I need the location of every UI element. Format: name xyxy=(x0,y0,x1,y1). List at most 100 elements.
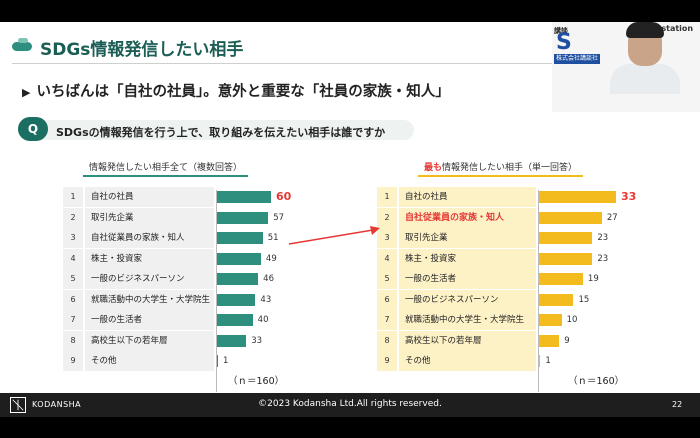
chart-row: 8 高校生以下の若年層 9 xyxy=(377,330,618,351)
category-label: 一般の生活者 xyxy=(399,269,536,289)
rank-number: 2 xyxy=(63,207,83,228)
chart-row: 7 一般の生活者 40 xyxy=(63,310,296,330)
category-label: 取引先企業 xyxy=(85,207,214,228)
chart-row: 9 その他 1 xyxy=(377,351,618,371)
data-bar xyxy=(216,232,263,244)
slide-footer: KODANSHA ©2023 Kodansha Ltd.All rights r… xyxy=(0,393,700,417)
chart-row: 1 自社の社員 60 xyxy=(63,187,296,207)
chart-row: 2 自社従業員の家族・知人 27 xyxy=(377,207,618,228)
chart-row: 2 取引先企業 57 xyxy=(63,207,296,228)
category-label: 一般のビジネスパーソン xyxy=(399,289,536,310)
rank-number: 7 xyxy=(377,310,397,330)
chart-row: 6 一般のビジネスパーソン 15 xyxy=(377,289,618,310)
chart-row: 5 一般の生活者 19 xyxy=(377,269,618,289)
page-number: 22 xyxy=(672,400,683,409)
right-chart-title: 最も情報発信したい相手（単一回答） xyxy=(418,160,584,177)
chart-row: 4 株主・投資家 49 xyxy=(63,248,296,269)
rank-number: 7 xyxy=(63,310,83,330)
data-bar xyxy=(216,211,269,224)
title-divider xyxy=(12,63,552,64)
right-chart-n: （ｎ＝160） xyxy=(568,376,625,387)
speaker-hair xyxy=(626,22,664,38)
data-bar xyxy=(538,273,583,285)
question-banner xyxy=(18,120,414,140)
data-value-label: 40 xyxy=(257,315,269,325)
category-label: 自社の社員 xyxy=(399,187,536,207)
data-value-label: 23 xyxy=(597,233,609,243)
data-bar xyxy=(216,293,256,306)
data-value-label: 1 xyxy=(545,356,551,366)
chart-row: 6 就職活動中の大学生・大学院生 43 xyxy=(63,289,296,310)
data-value-label: 51 xyxy=(267,233,279,243)
data-bar xyxy=(538,232,593,244)
rank-number: 9 xyxy=(63,351,83,371)
data-bar xyxy=(538,334,560,347)
rank-number: 9 xyxy=(377,351,397,371)
footer-brand: KODANSHA xyxy=(32,400,82,409)
comparison-arrow-icon xyxy=(288,226,380,245)
chart-row: 3 取引先企業 23 xyxy=(377,228,618,248)
category-label: 取引先企業 xyxy=(399,228,536,248)
data-value-label: 23 xyxy=(597,253,609,264)
right-chart-axis xyxy=(538,190,539,392)
speaker-body xyxy=(610,64,680,94)
footer-copyright: ©2023 Kodansha Ltd.All rights reserved. xyxy=(258,399,442,409)
left-chart-axis xyxy=(216,190,217,392)
right-chart-title-emphasis: 最も xyxy=(424,163,443,173)
category-label: 高校生以下の若年層 xyxy=(85,330,214,351)
data-bar xyxy=(216,355,218,367)
rank-number: 4 xyxy=(63,248,83,269)
rank-number: 2 xyxy=(377,207,397,228)
rank-number: 8 xyxy=(377,330,397,351)
kodansha-logo-icon xyxy=(10,397,26,413)
data-value-label: 15 xyxy=(578,294,590,305)
speaker-video-overlay: C-station 講談 S 株式会社講談社 xyxy=(552,22,700,112)
category-label: 自社の社員 xyxy=(85,187,214,207)
data-bar xyxy=(538,355,541,367)
left-chart-title: 情報発信したい相手全て（複数回答） xyxy=(83,160,249,177)
question-text: SDGsの情報発信を行う上で、取り組みを伝えたい相手は誰ですか xyxy=(56,126,386,139)
rank-number: 1 xyxy=(377,187,397,207)
data-value-label: 27 xyxy=(606,212,618,223)
data-bar xyxy=(538,314,562,326)
data-value-label: 1 xyxy=(223,356,229,366)
rank-number: 8 xyxy=(63,330,83,351)
question-badge: Q xyxy=(18,117,48,141)
data-bar xyxy=(216,273,259,285)
chart-row: 7 就職活動中の大学生・大学院生 10 xyxy=(377,310,618,330)
rank-number: 6 xyxy=(63,289,83,310)
data-bar xyxy=(538,191,616,203)
headline: ▶ いちばんは「自社の社員」。意外と重要な「社員の家族・知人」 xyxy=(22,80,450,101)
data-bar xyxy=(538,252,593,265)
category-label: 一般のビジネスパーソン xyxy=(85,269,214,289)
rank-number: 4 xyxy=(377,248,397,269)
data-bar xyxy=(216,191,271,203)
data-value-label: 49 xyxy=(265,253,277,264)
data-value-label: 43 xyxy=(260,294,272,305)
rank-number: 3 xyxy=(63,228,83,248)
left-chart-n: （ｎ＝160） xyxy=(228,376,285,387)
cstation-logo: C-station xyxy=(652,24,694,33)
category-label: 一般の生活者 xyxy=(85,310,214,330)
title-bullet-icon xyxy=(12,38,32,51)
data-bar xyxy=(216,252,261,265)
data-value-label: 9 xyxy=(564,335,570,346)
data-value-label: 33 xyxy=(251,335,263,346)
category-label: 自社従業員の家族・知人 xyxy=(85,228,214,248)
category-label: 自社従業員の家族・知人 xyxy=(399,207,536,228)
data-bar xyxy=(538,211,602,224)
data-value-label: 19 xyxy=(587,274,599,284)
banner-label: 講談 xyxy=(554,27,568,35)
data-value-label: 60 xyxy=(276,190,292,203)
slide-title: SDGs情報発信したい相手 xyxy=(40,40,244,60)
data-value-label: 57 xyxy=(273,212,285,223)
headline-text: いちばんは「自社の社員」。意外と重要な「社員の家族・知人」 xyxy=(36,84,450,100)
category-label: 株主・投資家 xyxy=(85,248,214,269)
right-chart-title-rest: 情報発信したい相手（単一回答） xyxy=(442,163,578,173)
category-label: その他 xyxy=(85,351,214,371)
data-bar xyxy=(216,314,253,326)
chart-row: 9 その他 1 xyxy=(63,351,296,371)
data-value-label: 10 xyxy=(566,315,578,325)
presentation-slide: SDGs情報発信したい相手 ▶ いちばんは「自社の社員」。意外と重要な「社員の家族… xyxy=(0,22,700,393)
chart-row: 5 一般のビジネスパーソン 46 xyxy=(63,269,296,289)
